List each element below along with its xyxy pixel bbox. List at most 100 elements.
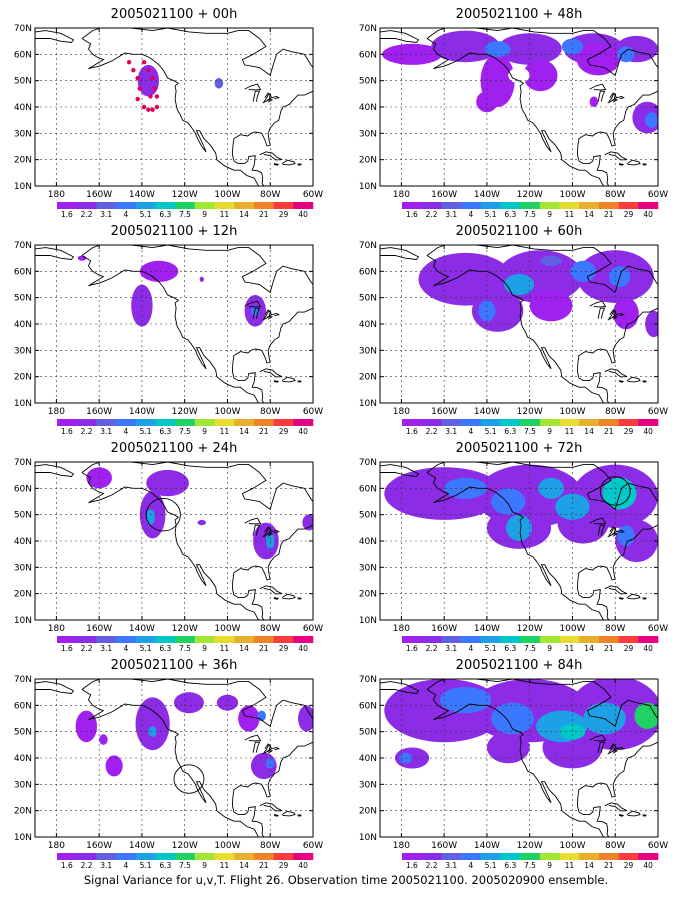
y-tick-label: 40N (14, 103, 32, 113)
colorbar-swatch (441, 202, 462, 209)
panel-title: 2005021100 + 12h (111, 224, 238, 239)
y-tick-label: 30N (14, 563, 32, 573)
colorbar: 1.6 2.2 3.1 4 5.1 6.3 7.5 9 11 14 21 29 40 (57, 202, 314, 219)
y-tick-label: 60N (359, 701, 377, 711)
colorbar-label: 4 (124, 861, 129, 870)
colorbar-swatch (76, 853, 97, 860)
colorbar-label: 2.2 (81, 644, 93, 653)
observation-dot (146, 107, 151, 112)
panel-title: 2005021100 + 48h (456, 7, 583, 22)
colorbar-label: 29 (279, 210, 289, 219)
coastline (35, 679, 313, 837)
colorbar-swatch (96, 419, 117, 426)
colorbar-swatch (402, 419, 422, 426)
variance-region (504, 273, 534, 296)
colorbar-label: 11 (565, 644, 575, 653)
x-tick-label: 60W (648, 841, 668, 851)
y-tick-label: 50N (359, 728, 377, 738)
x-tick-label: 100W (559, 407, 585, 417)
colorbar-swatch (559, 419, 580, 426)
y-tick-label: 30N (359, 346, 377, 356)
colorbar-label: 14 (584, 861, 594, 870)
colorbar-label: 7.5 (179, 427, 191, 436)
colorbar-label: 6.3 (159, 427, 171, 436)
x-tick-label: 80W (605, 841, 625, 851)
panel-24h: 2005021100 + 24h 10N 20N 30N 40N 50N 60N 70N 180… (14, 441, 323, 653)
y-tick-label: 40N (14, 537, 32, 547)
grid-lines (380, 462, 658, 620)
variance-region (570, 260, 596, 282)
colorbar-swatch (135, 202, 156, 209)
variance-region (139, 260, 179, 282)
observation-dot (152, 86, 157, 91)
y-tick-label: 70N (359, 458, 377, 468)
colorbar-swatch (57, 636, 77, 643)
colorbar-swatch (135, 419, 156, 426)
x-tick-label: 180 (393, 407, 410, 417)
colorbar-label: 6.3 (504, 210, 516, 219)
variance-region (146, 469, 189, 497)
y-tick-label: 40N (359, 537, 377, 547)
colorbar-swatch (539, 853, 560, 860)
coastline (380, 28, 658, 186)
y-tick-label: 60N (359, 50, 377, 60)
colorbar-swatch (116, 419, 137, 426)
colorbar-label: 2.2 (426, 210, 438, 219)
variance-region (265, 758, 275, 769)
colorbar-swatch (76, 202, 97, 209)
observation-dot (141, 60, 147, 65)
y-tick-label: 10N (14, 616, 32, 626)
colorbar-swatch (194, 202, 215, 209)
colorbar-swatch (175, 853, 196, 860)
variance-region (439, 686, 492, 714)
x-tick-label: 180 (393, 190, 410, 200)
colorbar-label: 4 (469, 210, 474, 219)
y-tick-label: 50N (359, 77, 377, 87)
colorbar-label: 2.2 (426, 644, 438, 653)
colorbar-label: 40 (643, 861, 653, 870)
variance-region (589, 96, 599, 107)
x-tick-label: 160W (86, 190, 112, 200)
colorbar-label: 14 (239, 427, 249, 436)
coastline (380, 462, 658, 620)
colorbar-swatch (234, 853, 255, 860)
colorbar-label: 3.1 (100, 210, 112, 219)
colorbar-swatch (480, 636, 501, 643)
colorbar-label: 1.6 (61, 210, 73, 219)
colorbar-label: 11 (220, 210, 230, 219)
colorbar-swatch (598, 202, 619, 209)
observation-dot (126, 60, 132, 65)
x-tick-label: 80W (605, 407, 625, 417)
colorbar-swatch (618, 202, 639, 209)
x-tick-label: 140W (474, 190, 500, 200)
colorbar-label: 29 (624, 644, 634, 653)
y-tick-label: 30N (359, 129, 377, 139)
colorbar-swatch (96, 853, 117, 860)
colorbar-label: 3.1 (100, 644, 112, 653)
colorbar-swatch (273, 636, 294, 643)
x-tick-label: 140W (474, 407, 500, 417)
colorbar-label: 9 (547, 210, 552, 219)
colorbar-swatch (116, 636, 137, 643)
variance-gap (508, 67, 530, 84)
colorbar-swatch (253, 202, 274, 209)
colorbar-label: 21 (259, 427, 269, 436)
colorbar-swatch (57, 202, 77, 209)
observation-dot (148, 94, 153, 99)
x-tick-label: 180 (393, 624, 410, 634)
colorbar-label: 1.6 (406, 644, 418, 653)
colorbar-swatch (559, 636, 580, 643)
x-tick-label: 160W (431, 624, 457, 634)
colorbar-label: 4 (124, 427, 129, 436)
x-tick-label: 140W (474, 624, 500, 634)
colorbar-label: 40 (298, 427, 308, 436)
x-tick-label: 120W (517, 407, 543, 417)
colorbar-swatch (421, 202, 442, 209)
colorbar-swatch (500, 636, 521, 643)
colorbar-label: 40 (643, 644, 653, 653)
x-tick-label: 160W (431, 190, 457, 200)
variance-region (491, 702, 534, 735)
y-tick-label: 60N (14, 50, 32, 60)
colorbar-swatch (402, 636, 422, 643)
